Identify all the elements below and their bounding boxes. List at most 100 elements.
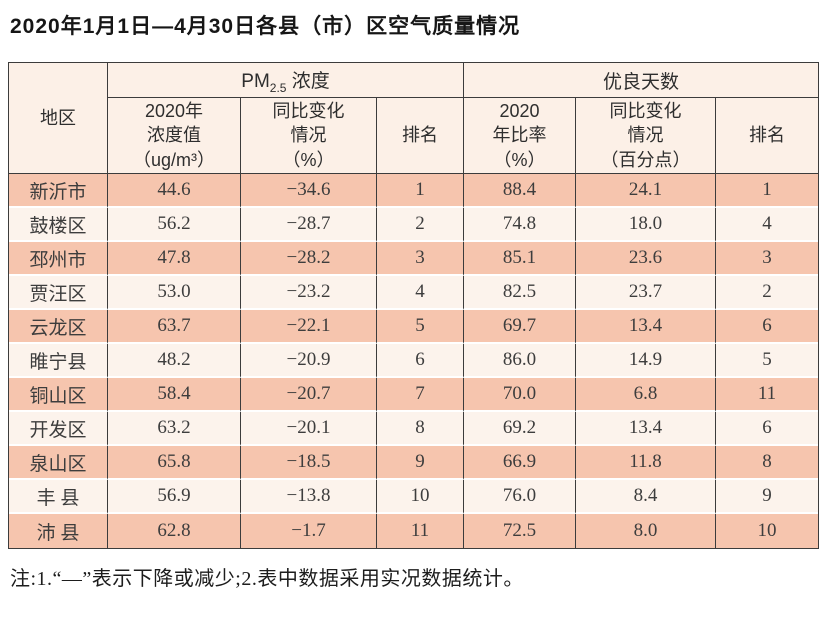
cell-region: 鼓楼区	[9, 208, 108, 242]
cell-good_rate: 88.4	[464, 174, 576, 208]
cell-good_change: 23.7	[576, 276, 716, 310]
cell-good_rank: 11	[716, 378, 818, 412]
cell-pm_change: −1.7	[241, 514, 377, 548]
cell-pm_change: −20.7	[241, 378, 377, 412]
cell-pm_rank: 9	[377, 446, 464, 480]
cell-pm_change: −20.1	[241, 412, 377, 446]
pm-label-suffix: 浓度	[286, 70, 330, 92]
cell-pm_value: 65.8	[108, 446, 241, 480]
cell-region: 云龙区	[9, 310, 108, 344]
cell-pm_value: 56.2	[108, 208, 241, 242]
header-pm-rank: 排名	[377, 98, 464, 174]
cell-region: 丰 县	[9, 480, 108, 514]
cell-good_rank: 9	[716, 480, 818, 514]
cell-pm_rank: 10	[377, 480, 464, 514]
cell-good_rate: 82.5	[464, 276, 576, 310]
header-good-rate: 2020 年比率 （%）	[464, 98, 576, 174]
cell-good_rate: 85.1	[464, 242, 576, 276]
table-row: 铜山区 58.4 −20.7 7 70.0 6.8 11	[9, 378, 818, 412]
cell-pm_rank: 2	[377, 208, 464, 242]
cell-good_change: 8.0	[576, 514, 716, 548]
table-row: 新沂市 44.6 −34.6 1 88.4 24.1 1	[9, 174, 818, 208]
header-pm-value: 2020年 浓度值 （ug/m³）	[108, 98, 241, 174]
cell-pm_value: 56.9	[108, 480, 241, 514]
cell-pm_value: 48.2	[108, 344, 241, 378]
table-row: 贾汪区 53.0 −23.2 4 82.5 23.7 2	[9, 276, 818, 310]
cell-pm_rank: 11	[377, 514, 464, 548]
cell-pm_rank: 1	[377, 174, 464, 208]
cell-region: 沛 县	[9, 514, 108, 548]
table-footnote: 注:1.“—”表示下降或减少;2.表中数据采用实况数据统计。	[10, 568, 524, 590]
cell-pm_value: 58.4	[108, 378, 241, 412]
cell-good_change: 11.8	[576, 446, 716, 480]
cell-pm_rank: 5	[377, 310, 464, 344]
cell-pm_value: 47.8	[108, 242, 241, 276]
cell-good_rank: 1	[716, 174, 818, 208]
cell-region: 开发区	[9, 412, 108, 446]
cell-good_rank: 8	[716, 446, 818, 480]
table-row: 丰 县 56.9 −13.8 10 76.0 8.4 9	[9, 480, 818, 514]
cell-good_change: 14.9	[576, 344, 716, 378]
cell-pm_value: 62.8	[108, 514, 241, 548]
cell-pm_rank: 6	[377, 344, 464, 378]
header-region: 地区	[9, 63, 108, 174]
cell-pm_change: −34.6	[241, 174, 377, 208]
cell-region: 睢宁县	[9, 344, 108, 378]
table-row: 开发区 63.2 −20.1 8 69.2 13.4 6	[9, 412, 818, 446]
cell-good_rate: 76.0	[464, 480, 576, 514]
cell-good_change: 18.0	[576, 208, 716, 242]
table-row: 鼓楼区 56.2 −28.7 2 74.8 18.0 4	[9, 208, 818, 242]
cell-good_rate: 74.8	[464, 208, 576, 242]
pm-label-subscript: 2.5	[269, 80, 287, 95]
cell-pm_change: −18.5	[241, 446, 377, 480]
cell-good_rank: 5	[716, 344, 818, 378]
cell-pm_change: −22.1	[241, 310, 377, 344]
cell-pm_change: −28.2	[241, 242, 377, 276]
header-good-rank: 排名	[716, 98, 818, 174]
cell-pm_value: 44.6	[108, 174, 241, 208]
cell-region: 泉山区	[9, 446, 108, 480]
cell-pm_change: −20.9	[241, 344, 377, 378]
header-good-change: 同比变化 情况 （百分点）	[576, 98, 716, 174]
cell-good_change: 24.1	[576, 174, 716, 208]
cell-pm_value: 63.7	[108, 310, 241, 344]
table-row: 泉山区 65.8 −18.5 9 66.9 11.8 8	[9, 446, 818, 480]
table-row: 沛 县 62.8 −1.7 11 72.5 8.0 10	[9, 514, 818, 548]
cell-pm_value: 53.0	[108, 276, 241, 310]
cell-pm_rank: 7	[377, 378, 464, 412]
cell-good_rank: 4	[716, 208, 818, 242]
cell-good_rate: 69.7	[464, 310, 576, 344]
table-header: 地区 PM2.5 浓度 优良天数 2020年 浓度值 （ug/m³） 同比变化 …	[9, 63, 818, 174]
cell-good_rate: 86.0	[464, 344, 576, 378]
cell-good_rank: 6	[716, 310, 818, 344]
cell-good_rate: 72.5	[464, 514, 576, 548]
cell-pm_rank: 4	[377, 276, 464, 310]
cell-good_change: 8.4	[576, 480, 716, 514]
header-pm-group: PM2.5 浓度	[108, 63, 464, 98]
cell-good_change: 6.8	[576, 378, 716, 412]
cell-pm_rank: 3	[377, 242, 464, 276]
cell-good_rank: 3	[716, 242, 818, 276]
cell-pm_rank: 8	[377, 412, 464, 446]
cell-region: 新沂市	[9, 174, 108, 208]
pm-label-prefix: PM	[241, 70, 270, 92]
cell-good_change: 13.4	[576, 310, 716, 344]
air-quality-table: 地区 PM2.5 浓度 优良天数 2020年 浓度值 （ug/m³） 同比变化 …	[8, 62, 819, 549]
page-title: 2020年1月1日—4月30日各县（市）区空气质量情况	[10, 15, 521, 38]
table-row: 睢宁县 48.2 −20.9 6 86.0 14.9 5	[9, 344, 818, 378]
cell-pm_change: −23.2	[241, 276, 377, 310]
header-pm-change: 同比变化 情况 （%）	[241, 98, 377, 174]
cell-good_rate: 69.2	[464, 412, 576, 446]
table-body: 新沂市 44.6 −34.6 1 88.4 24.1 1 鼓楼区 56.2 −28.7 2 74.8 1…	[9, 174, 818, 548]
header-good-days-group: 优良天数	[464, 63, 818, 98]
cell-good_rank: 10	[716, 514, 818, 548]
cell-region: 铜山区	[9, 378, 108, 412]
cell-pm_value: 63.2	[108, 412, 241, 446]
cell-good_rate: 66.9	[464, 446, 576, 480]
cell-good_change: 13.4	[576, 412, 716, 446]
table-row: 云龙区 63.7 −22.1 5 69.7 13.4 6	[9, 310, 818, 344]
cell-good_rank: 6	[716, 412, 818, 446]
cell-pm_change: −13.8	[241, 480, 377, 514]
cell-good_rate: 70.0	[464, 378, 576, 412]
cell-region: 邳州市	[9, 242, 108, 276]
